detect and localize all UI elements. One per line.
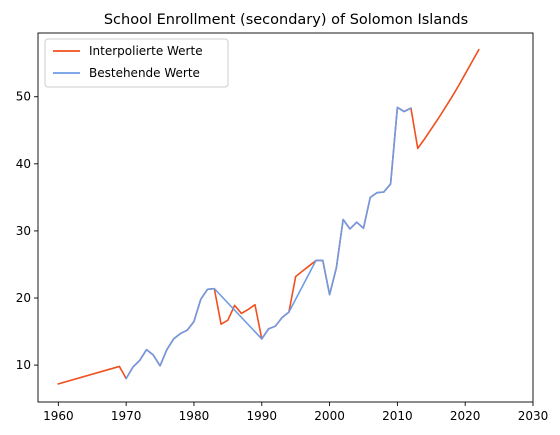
series-line-existing: [125, 106, 413, 380]
x-tick-label: 2030: [518, 409, 549, 423]
y-tick-label: 10: [16, 358, 31, 372]
legend-box: [44, 38, 229, 88]
chart-title: School Enrollment (secondary) of Solomon…: [104, 12, 468, 28]
axes-layer: 1960 1970 1980 1990 2000 2010 2020 203010203040…: [16, 32, 549, 423]
x-tick-label: 1960: [43, 409, 74, 423]
y-tick-label: 20: [16, 291, 31, 305]
x-tick-label: 2010: [382, 409, 413, 423]
plot-frame: [37, 32, 534, 403]
legend: Interpolierte Werte Bestehende Werte: [44, 38, 229, 88]
legend-label: Bestehende Werte: [89, 66, 200, 80]
y-tick-label: 50: [16, 90, 31, 104]
x-tick-label: 1980: [179, 409, 210, 423]
series-layer: [57, 48, 480, 385]
x-tick-label: 1970: [111, 409, 142, 423]
legend-label: Interpolierte Werte: [89, 44, 203, 58]
x-tick-label: 2000: [314, 409, 345, 423]
y-tick-label: 40: [16, 157, 31, 171]
y-tick-label: 30: [16, 224, 31, 238]
x-tick-label: 1990: [246, 409, 277, 423]
x-tick-label: 2020: [450, 409, 481, 423]
